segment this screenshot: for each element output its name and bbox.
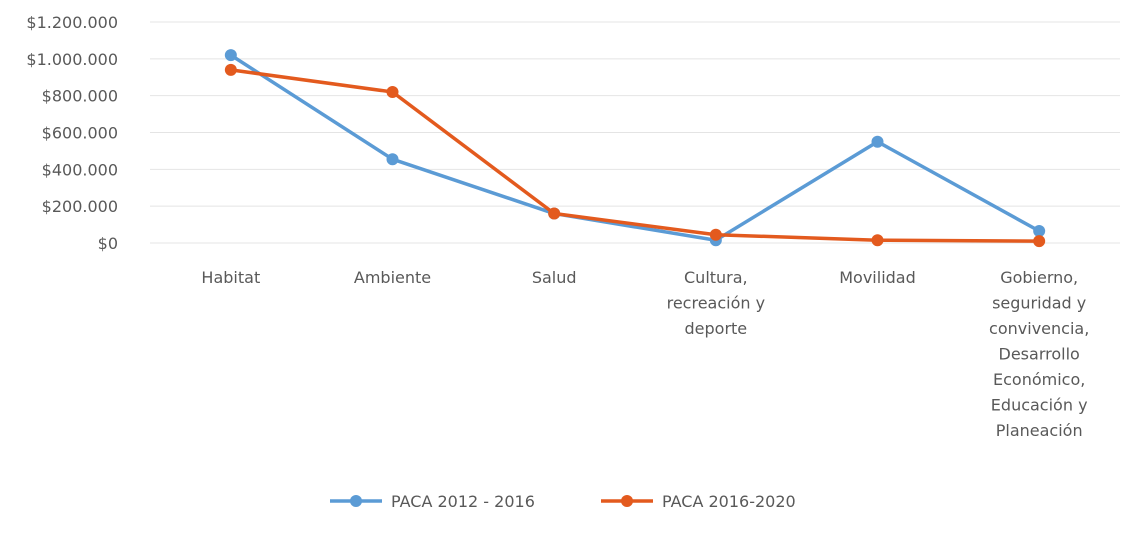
data-point (1033, 225, 1046, 238)
y-axis-ticks: $0 $200.000 $400.000 $600.000 $800.000 $1.000… (26, 13, 118, 253)
x-category-label: Movilidad (839, 268, 916, 287)
x-axis-categories: Habitat Ambiente Salud Cultura, recreación y… (201, 268, 1089, 440)
y-tick-label: $0 (98, 234, 118, 253)
legend: PACA 2012 - 2016 PACA 2016-2020 (330, 492, 796, 511)
series-line (229, 68, 1041, 243)
data-point (224, 63, 237, 76)
legend-label: PACA 2016-2020 (662, 492, 796, 511)
data-point (548, 207, 561, 220)
legend-item: PACA 2016-2020 (601, 492, 796, 511)
legend-label: PACA 2012 - 2016 (391, 492, 535, 511)
data-point (386, 153, 399, 166)
data-point (871, 234, 884, 247)
legend-marker (621, 495, 633, 507)
series-2 (224, 63, 1046, 248)
data-point (871, 135, 884, 148)
series-lines (224, 49, 1046, 248)
data-point (224, 49, 237, 62)
y-tick-label: $800.000 (42, 87, 118, 106)
legend-marker (350, 495, 362, 507)
series-line (229, 53, 1041, 242)
data-point (709, 228, 722, 241)
x-category-label: Salud (532, 268, 577, 287)
x-category-label: Gobierno, seguridad y convivencia, Desarrol… (989, 268, 1089, 440)
y-tick-label: $1.200.000 (26, 13, 118, 32)
y-tick-label: $600.000 (42, 124, 118, 143)
gridlines (150, 21, 1120, 244)
x-category-label: Cultura, recreación y deporte (667, 268, 765, 338)
y-tick-label: $200.000 (42, 197, 118, 216)
legend-item: PACA 2012 - 2016 (330, 492, 535, 511)
x-category-label: Ambiente (354, 268, 431, 287)
series-1 (224, 49, 1046, 247)
data-point (1033, 235, 1046, 248)
y-tick-label: $400.000 (42, 160, 118, 179)
x-category-label: Habitat (201, 268, 260, 287)
y-tick-label: $1.000.000 (26, 50, 118, 69)
data-point (386, 85, 399, 98)
